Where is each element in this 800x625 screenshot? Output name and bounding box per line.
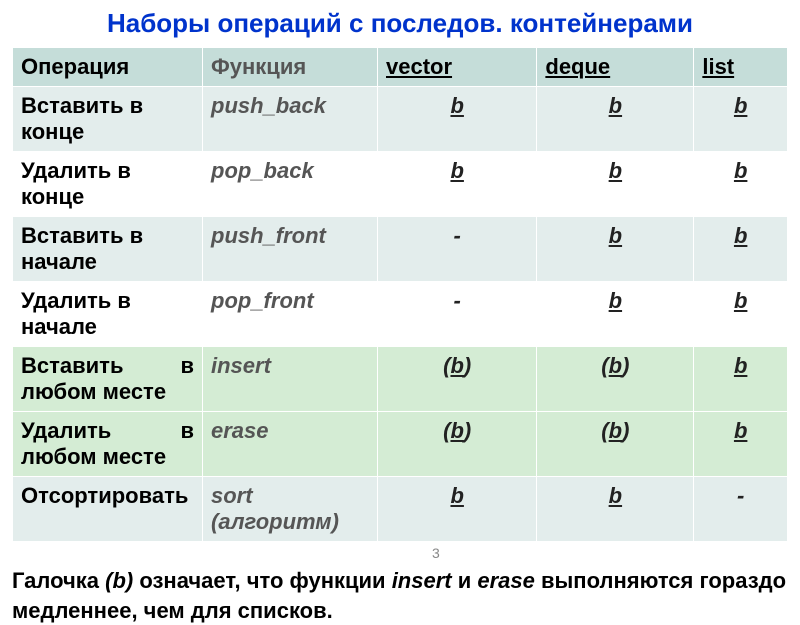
cell-list: b <box>694 282 788 347</box>
cell-operation: Отсортировать <box>13 477 203 542</box>
cell-deque: (b) <box>537 412 694 477</box>
cell-function: push_front <box>203 217 378 282</box>
table-row: Вставить в концеpush_backbbb <box>13 87 788 152</box>
cell-operation: Удалить в любом месте <box>13 412 203 477</box>
cell-deque: b <box>537 87 694 152</box>
cell-operation: Вставить в конце <box>13 87 203 152</box>
cell-list: b <box>694 347 788 412</box>
footer-note: Галочка (b) означает, что функции insert… <box>12 566 788 625</box>
cell-list: b <box>694 412 788 477</box>
cell-operation: Удалить в конце <box>13 152 203 217</box>
table-row: Удалить в любом местеerase(b)(b)b <box>13 412 788 477</box>
header-deque: deque <box>537 48 694 87</box>
table-row: Вставить в началеpush_front-bb <box>13 217 788 282</box>
cell-deque: b <box>537 477 694 542</box>
cell-list: b <box>694 152 788 217</box>
footer-func1: insert <box>392 568 452 593</box>
cell-deque: (b) <box>537 347 694 412</box>
cell-vector: - <box>378 282 537 347</box>
cell-operation: Вставить в любом месте <box>13 347 203 412</box>
cell-deque: b <box>537 152 694 217</box>
cell-operation: Вставить в начале <box>13 217 203 282</box>
cell-vector: b <box>378 87 537 152</box>
cell-vector: b <box>378 152 537 217</box>
cell-list: b <box>694 217 788 282</box>
cell-function: pop_front <box>203 282 378 347</box>
cell-function: insert <box>203 347 378 412</box>
cell-deque: b <box>537 282 694 347</box>
table-row: Отсортироватьsort (алгоритм)bb- <box>13 477 788 542</box>
table-row: Удалить в концеpop_backbbb <box>13 152 788 217</box>
header-list: list <box>694 48 788 87</box>
cell-vector: (b) <box>378 347 537 412</box>
cell-list: - <box>694 477 788 542</box>
cell-function: pop_back <box>203 152 378 217</box>
cell-vector: - <box>378 217 537 282</box>
page-title: Наборы операций с последов. контейнерами <box>12 8 788 39</box>
footer-text-3: и <box>452 568 478 593</box>
cell-vector: b <box>378 477 537 542</box>
cell-vector: (b) <box>378 412 537 477</box>
operations-table: Операция Функция vector deque list Встав… <box>12 47 788 542</box>
table-header-row: Операция Функция vector deque list <box>13 48 788 87</box>
cell-operation: Удалить в начале <box>13 282 203 347</box>
page-number: 3 <box>432 545 440 561</box>
cell-function: erase <box>203 412 378 477</box>
cell-function: push_back <box>203 87 378 152</box>
header-operation: Операция <box>13 48 203 87</box>
footer-func2: erase <box>477 568 535 593</box>
cell-deque: b <box>537 217 694 282</box>
header-function: Функция <box>203 48 378 87</box>
footer-mark: (b) <box>105 568 133 593</box>
cell-list: b <box>694 87 788 152</box>
header-vector: vector <box>378 48 537 87</box>
table-row: Удалить в началеpop_front-bb <box>13 282 788 347</box>
footer-text-1: Галочка <box>12 568 105 593</box>
cell-function: sort (алгоритм) <box>203 477 378 542</box>
footer-text-2: означает, что функции <box>133 568 391 593</box>
table-row: Вставить в любом местеinsert(b)(b)b <box>13 347 788 412</box>
